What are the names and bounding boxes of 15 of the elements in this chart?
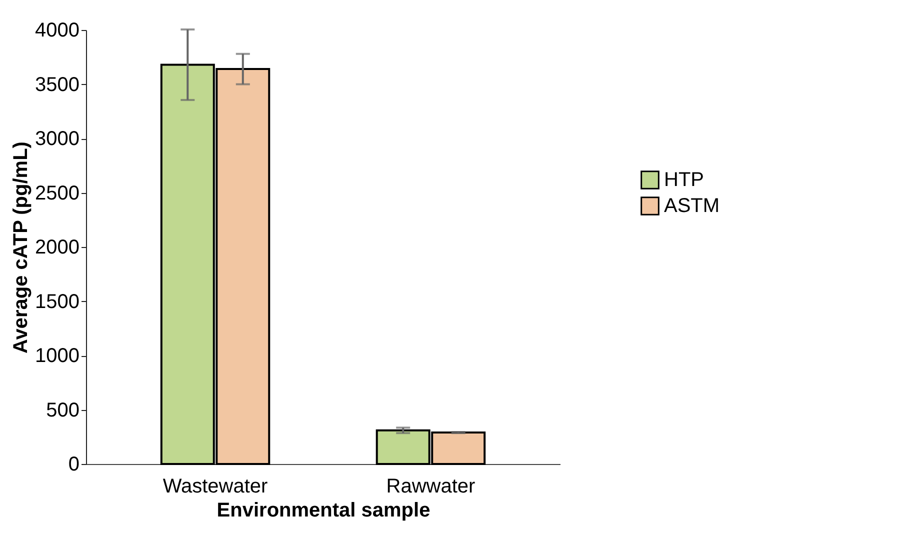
- x-tick-label: Wastewater: [162, 476, 268, 498]
- y-tick-label: 3500: [35, 74, 80, 96]
- legend-label: ASTM: [664, 195, 720, 217]
- y-tick-label: 1000: [35, 345, 80, 367]
- y-tick-label: 0: [68, 454, 80, 476]
- y-tick-label: 3000: [35, 128, 80, 150]
- y-tick-label: 2000: [35, 236, 80, 258]
- y-tick-label: 1500: [35, 290, 80, 313]
- y-axis-title: Average cATP (pg/mL): [10, 142, 32, 354]
- x-tick-label: Rawwater: [386, 476, 476, 498]
- legend-label: HTP: [664, 169, 704, 191]
- y-tick-label: 500: [46, 399, 80, 422]
- y-tick-label: 2500: [35, 182, 80, 204]
- x-axis-title: Environmental sample: [216, 500, 430, 522]
- y-tick-label: 4000: [35, 20, 80, 42]
